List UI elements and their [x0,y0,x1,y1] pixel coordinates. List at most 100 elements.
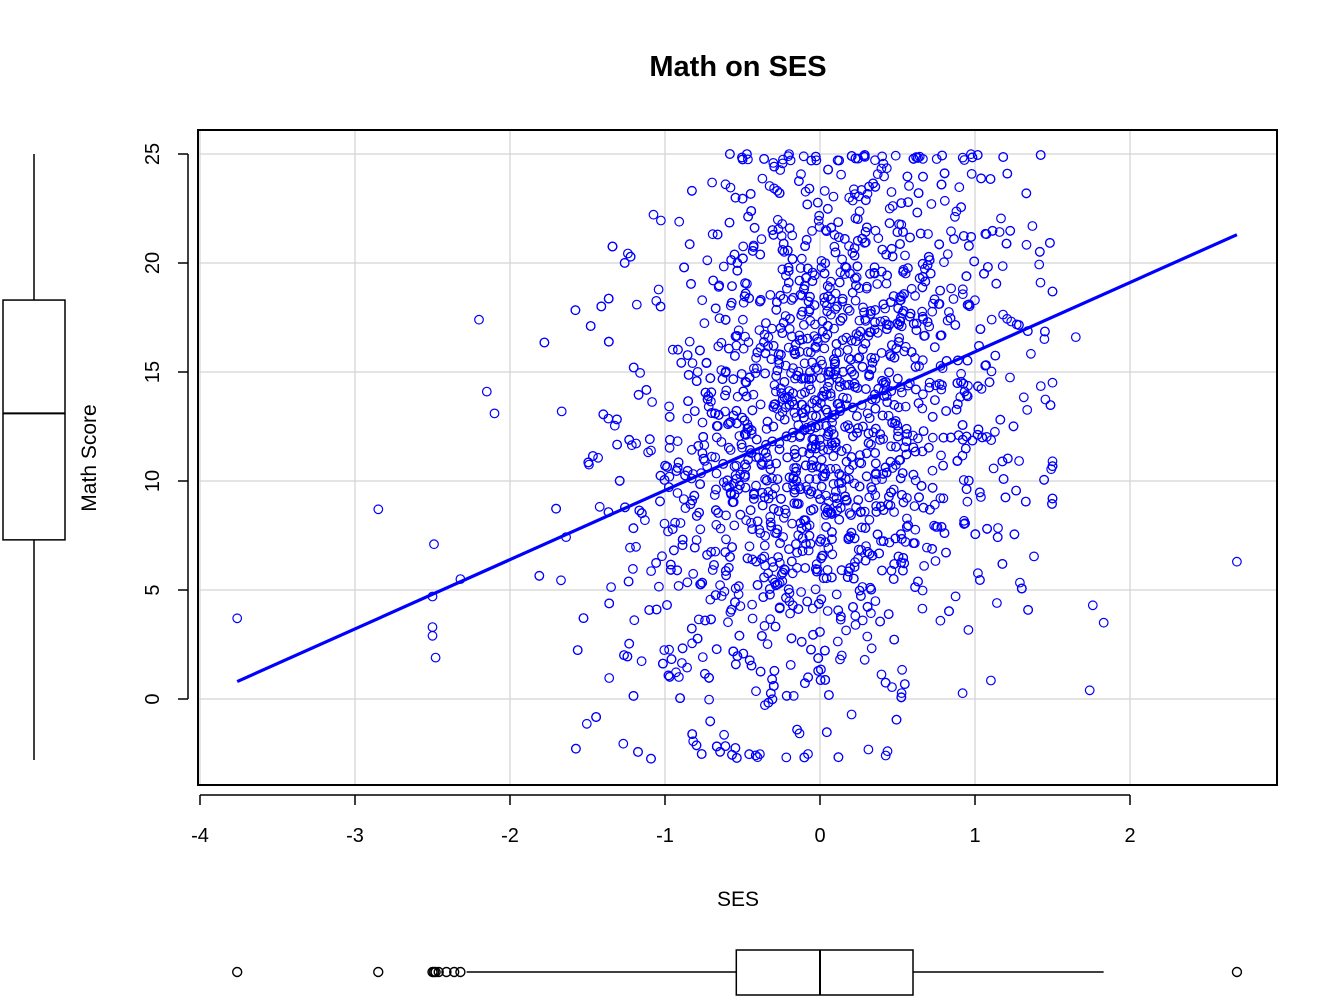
data-point [588,451,598,461]
data-point [788,388,798,399]
data-point [631,541,641,552]
data-point [429,539,439,550]
data-point [760,348,771,359]
y-tick-label: 0 [142,693,164,704]
data-point [956,202,966,213]
data-point [781,592,791,603]
data-point [666,654,677,665]
data-point [822,565,833,575]
data-point [939,528,950,538]
data-point [750,750,761,761]
data-point [667,524,678,535]
data-point [644,605,655,615]
data-point [850,610,861,621]
data-point [859,150,870,160]
data-point [918,502,929,513]
data-point [779,414,790,425]
data-point [596,301,607,312]
data-point [759,551,770,562]
data-point [925,504,935,515]
x-box-outlier [455,966,466,978]
data-point [986,366,997,377]
data-point [798,408,808,418]
data-point [817,316,828,327]
data-point [556,575,566,586]
data-point [956,376,966,387]
data-point [787,331,797,342]
data-point [786,556,797,567]
data-point [871,475,881,485]
data-point [770,577,780,588]
data-point [721,534,731,545]
data-point [768,681,779,691]
data-point [760,474,770,485]
data-point [626,440,637,451]
data-point [581,718,592,729]
data-point [928,298,938,309]
data-point [854,481,865,492]
data-point [834,277,845,288]
data-point [866,643,877,654]
data-point [744,749,755,760]
data-point [629,615,640,626]
x-tick-label: 2 [1124,825,1135,847]
data-point [755,296,765,307]
data-point [745,505,756,516]
data-point [761,318,771,329]
data-point [672,488,683,498]
data-point [723,617,733,628]
data-point [964,240,974,251]
data-point [706,408,717,418]
data-point [648,209,659,220]
data-point [733,581,744,592]
data-point [697,577,708,588]
data-point [966,168,977,179]
data-point [744,293,754,304]
data-point [924,321,935,332]
data-point [783,151,794,162]
data-point [857,361,868,372]
data-point [710,408,720,419]
data-point [918,389,928,400]
data-point [628,691,639,701]
data-point [682,413,693,424]
data-point [779,377,790,387]
data-point [778,317,789,328]
data-point [665,434,675,445]
data-point [896,198,907,209]
data-point [856,522,867,533]
data-point [746,660,757,671]
data-point [899,442,910,453]
data-point [846,151,857,161]
data-point [643,447,653,458]
data-point [910,582,920,592]
data-point [698,432,709,442]
data-point [1070,332,1081,343]
data-point [812,489,823,500]
data-point [704,672,714,683]
x-boxplot [231,949,1243,996]
data-point [633,747,643,757]
data-point [804,183,815,194]
data-point [759,153,769,164]
data-point [908,153,919,164]
data-point [815,627,825,637]
data-point [823,426,834,437]
data-point [820,404,831,415]
data-point [1034,246,1045,257]
data-point [872,279,883,289]
data-point [846,510,856,520]
data-point [839,233,850,244]
data-point [773,355,784,365]
data-point [743,337,754,348]
data-point [828,451,839,462]
data-point [773,552,783,562]
data-point [724,417,734,428]
data-point [741,391,752,402]
data-point [844,241,854,251]
data-point [698,453,709,464]
x-box [735,949,914,996]
data-point [676,357,687,368]
data-point [938,432,949,443]
data-point [829,323,839,334]
